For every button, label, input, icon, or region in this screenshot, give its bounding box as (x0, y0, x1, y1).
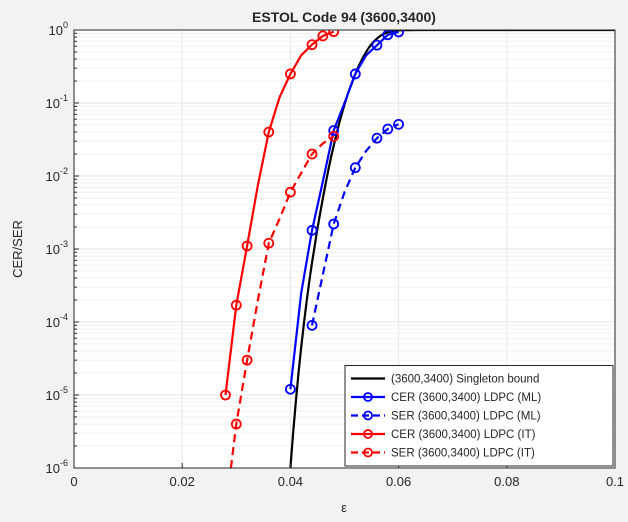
y-tick-exponent: -6 (60, 458, 68, 468)
chart-title: ESTOL Code 94 (3600,3400) (252, 9, 436, 25)
x-tick-label: 0 (70, 474, 77, 489)
y-tick-mantissa: 10 (46, 388, 60, 403)
legend-label: CER (3600,3400) LDPC (IT) (391, 429, 536, 441)
ticks: 0 0.02 0.04 0.06 0.08 0.110-610-510-410-310-2… (46, 20, 625, 489)
series-4 (229, 130, 340, 468)
legend-box (344, 365, 614, 467)
data-point (284, 68, 296, 80)
data-point (306, 39, 318, 51)
data-point (263, 237, 275, 249)
y-tick-label: 10-2 (46, 166, 68, 184)
y-tick-label: 10-4 (46, 312, 68, 330)
x-tick-label: 0.1 (606, 474, 624, 489)
y-tick-label: 10-1 (46, 93, 68, 111)
y-tick-exponent: -2 (60, 166, 68, 176)
legend-label: (3600,3400) Singleton bound (391, 374, 539, 386)
data-point (393, 30, 404, 38)
y-tick-mantissa: 10 (49, 23, 63, 38)
y-tick-label: 100 (49, 20, 68, 38)
y-tick-label: 10-3 (46, 239, 68, 257)
data-point (284, 186, 296, 198)
data-point (349, 162, 361, 174)
y-tick-mantissa: 10 (46, 461, 60, 476)
y-tick-mantissa: 10 (46, 169, 60, 184)
y-tick-label: 10-5 (46, 385, 68, 403)
legend-label: CER (3600,3400) LDPC (ML) (391, 392, 541, 404)
y-tick-mantissa: 10 (46, 315, 60, 330)
y-tick-exponent: 0 (63, 20, 68, 30)
data-point (393, 118, 405, 130)
legend: (3600,3400) Singleton bound CER (3600,340… (344, 365, 614, 467)
data-point (230, 418, 242, 430)
data-point (349, 68, 361, 80)
legend-marker (363, 447, 373, 458)
data-point (328, 30, 340, 38)
x-tick-label: 0.08 (494, 474, 519, 489)
x-tick-label: 0.02 (170, 474, 195, 489)
data-point (306, 224, 318, 236)
y-tick-exponent: -3 (60, 239, 68, 249)
data-point (371, 132, 383, 144)
data-point (328, 218, 340, 230)
x-tick-label: 0.04 (278, 474, 303, 489)
x-tick-label: 0.06 (386, 474, 411, 489)
data-point (241, 354, 253, 366)
legend-label: SER (3600,3400) LDPC (ML) (391, 411, 541, 423)
series-2 (306, 118, 405, 331)
data-point (328, 125, 340, 136)
data-point (371, 39, 383, 51)
data-point (220, 389, 231, 401)
series-1 (284, 30, 404, 395)
data-point (284, 383, 296, 395)
data-point (382, 123, 394, 135)
data-point (230, 299, 242, 311)
data-point (263, 126, 275, 138)
data-point (241, 240, 253, 252)
legend-marker (363, 429, 373, 439)
legend-marker (363, 392, 373, 402)
data-point (306, 148, 318, 160)
data-point (306, 319, 318, 331)
y-axis-label: CER/SER (10, 220, 25, 278)
y-tick-exponent: -1 (60, 93, 68, 103)
y-tick-mantissa: 10 (46, 96, 60, 111)
series-3 (220, 30, 340, 401)
y-tick-exponent: -5 (60, 385, 68, 395)
data-point (317, 30, 329, 42)
legend-marker (363, 410, 373, 421)
y-tick-mantissa: 10 (46, 242, 60, 257)
y-tick-label: 10-6 (46, 458, 68, 476)
data-point (328, 130, 340, 142)
y-tick-exponent: -4 (60, 312, 68, 322)
legend-label: SER (3600,3400) LDPC (IT) (391, 448, 535, 460)
x-axis-label: ε (341, 500, 347, 515)
